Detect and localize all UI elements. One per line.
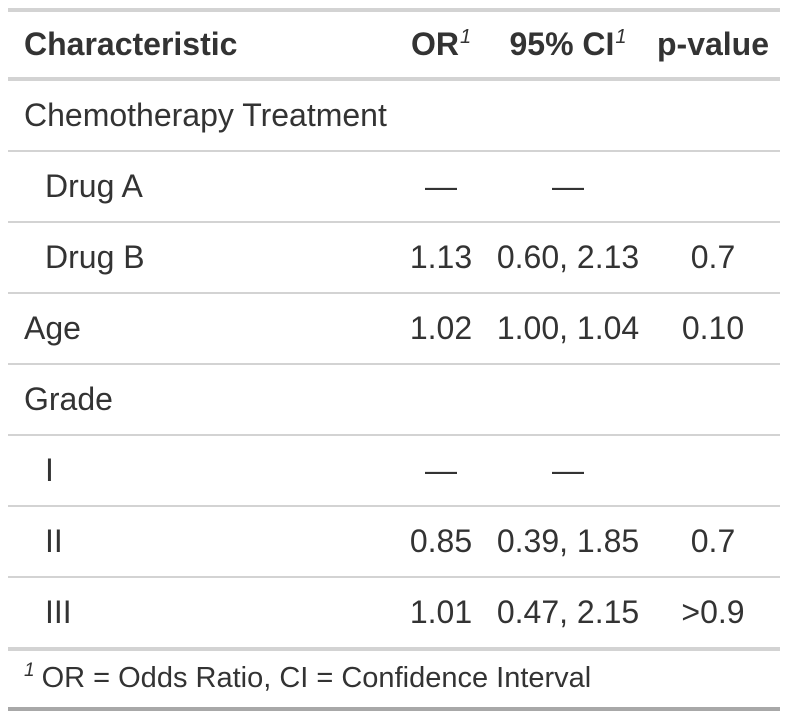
cell-or: — <box>392 150 490 222</box>
table-row-group-grade: Grade <box>8 363 780 435</box>
table-footer: 1 OR = Odds Ratio, CI = Confidence Interv… <box>8 649 780 711</box>
table-row-group-chemotherapy: Chemotherapy Treatment <box>8 79 780 151</box>
cell-ci <box>490 79 646 151</box>
footnote: 1 OR = Odds Ratio, CI = Confidence Interv… <box>8 649 780 711</box>
row-label: II <box>8 505 392 577</box>
row-label: Drug A <box>8 150 392 222</box>
cell-ci <box>490 363 646 435</box>
cell-p-value: 0.7 <box>646 221 780 293</box>
table-row-grade-iii: III 1.01 0.47, 2.15 >0.9 <box>8 576 780 651</box>
cell-p-value <box>646 434 780 506</box>
cell-p-value <box>646 79 780 151</box>
header-row: Characteristic OR1 95% CI1 p-value <box>8 8 780 81</box>
row-label: Grade <box>8 363 392 435</box>
cell-or: 1.02 <box>392 292 490 364</box>
cell-p-value: 0.10 <box>646 292 780 364</box>
row-label: III <box>8 576 392 651</box>
cell-or: 1.13 <box>392 221 490 293</box>
cell-ci: 0.47, 2.15 <box>490 576 646 651</box>
cell-or: 1.01 <box>392 576 490 651</box>
cell-ci: — <box>490 434 646 506</box>
table-row-age: Age 1.02 1.00, 1.04 0.10 <box>8 292 780 364</box>
cell-or <box>392 363 490 435</box>
header-p-value: p-value <box>646 8 780 81</box>
cell-or: — <box>392 434 490 506</box>
regression-summary-table: Characteristic OR1 95% CI1 p-value Chemo… <box>8 8 780 711</box>
table-header: Characteristic OR1 95% CI1 p-value <box>8 8 780 81</box>
table-row-grade-i: I — — <box>8 434 780 506</box>
footnote-mark: 1 <box>24 660 35 682</box>
row-label: Age <box>8 292 392 364</box>
table-row-drug-a: Drug A — — <box>8 150 780 222</box>
cell-ci: 0.39, 1.85 <box>490 505 646 577</box>
header-characteristic-label: Characteristic <box>24 26 238 62</box>
header-p-value-label: p-value <box>656 26 770 62</box>
cell-or <box>392 79 490 151</box>
cell-ci: 0.60, 2.13 <box>490 221 646 293</box>
table-row-grade-ii: II 0.85 0.39, 1.85 0.7 <box>8 505 780 577</box>
header-or-label: OR <box>410 26 459 62</box>
cell-p-value <box>646 150 780 222</box>
table-body: Chemotherapy Treatment Drug A — — Drug B… <box>8 79 780 651</box>
cell-ci: — <box>490 150 646 222</box>
header-ci: 95% CI1 <box>490 8 646 81</box>
cell-p-value: >0.9 <box>646 576 780 651</box>
table-row-drug-b: Drug B 1.13 0.60, 2.13 0.7 <box>8 221 780 293</box>
row-label: Drug B <box>8 221 392 293</box>
header-ci-label: 95% CI <box>509 26 615 62</box>
footnote-mark-ci: 1 <box>615 26 627 49</box>
cell-p-value: 0.7 <box>646 505 780 577</box>
footnote-row: 1 OR = Odds Ratio, CI = Confidence Interv… <box>8 649 780 711</box>
row-label: I <box>8 434 392 506</box>
header-or: OR1 <box>392 8 490 81</box>
footnote-mark-or: 1 <box>459 26 472 49</box>
footnote-text: OR = Odds Ratio, CI = Confidence Interva… <box>41 662 592 694</box>
cell-ci: 1.00, 1.04 <box>490 292 646 364</box>
header-characteristic: Characteristic <box>8 8 392 81</box>
cell-p-value <box>646 363 780 435</box>
cell-or: 0.85 <box>392 505 490 577</box>
row-label: Chemotherapy Treatment <box>24 97 387 133</box>
